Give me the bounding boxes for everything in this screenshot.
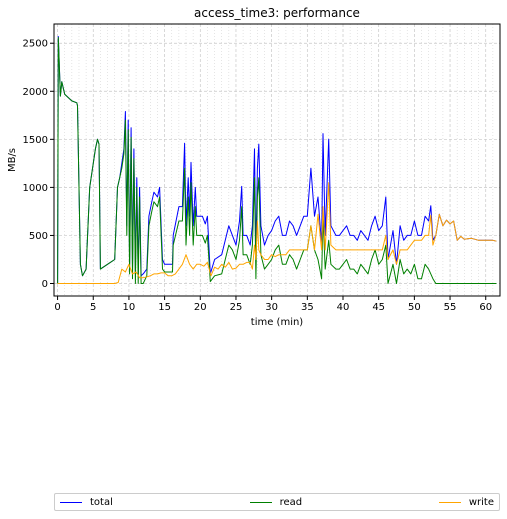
legend-label-total: total xyxy=(90,496,113,508)
chart-title: access_time3: performance xyxy=(194,6,360,20)
series-layer xyxy=(57,36,497,284)
x-tick-label: 55 xyxy=(444,302,457,313)
y-tick-label: 2500 xyxy=(23,39,48,50)
x-tick-label: 5 xyxy=(90,302,96,313)
x-axis-label: time (min) xyxy=(251,317,304,328)
legend-item-total: total xyxy=(60,497,113,508)
plot-area-frame xyxy=(53,23,501,297)
legend-item-write: write xyxy=(438,496,494,508)
x-tick-label: 20 xyxy=(194,302,207,313)
x-tick-label: 50 xyxy=(408,302,421,313)
x-tick-label: 45 xyxy=(372,302,385,313)
y-tick-label: 2000 xyxy=(23,87,48,98)
x-tick-label: 0 xyxy=(54,302,60,313)
x-axis-ticks: 0 5 10 15 20 25 30 35 40 45 50 55 60 xyxy=(54,296,492,313)
y-axis-label: MB/s xyxy=(7,148,18,172)
series-line-write xyxy=(57,182,497,284)
legend-swatch-total xyxy=(60,501,82,503)
x-tick-label: 10 xyxy=(123,302,136,313)
x-tick-label: 30 xyxy=(265,302,278,313)
x-tick-label: 15 xyxy=(158,302,171,313)
legend-label-read: read xyxy=(279,496,303,508)
x-tick-label: 60 xyxy=(479,302,492,313)
legend-item-read: read xyxy=(249,496,303,508)
performance-chart: access_time3: performance 0 5 10 15 20 25 30 35… xyxy=(7,6,501,328)
x-tick-label: 40 xyxy=(337,302,350,313)
y-tick-label: 500 xyxy=(29,231,48,242)
y-tick-label: 0 xyxy=(42,279,48,290)
y-tick-label: 1000 xyxy=(23,183,48,194)
x-tick-label: 35 xyxy=(301,302,314,313)
chart-legend: total read write xyxy=(54,493,500,511)
series-line-read xyxy=(57,37,497,284)
legend-swatch-read xyxy=(249,501,272,503)
legend-label-write: write xyxy=(468,496,494,508)
y-axis-ticks: 0 500 1000 1500 2000 2500 xyxy=(23,39,54,290)
legend-swatch-write xyxy=(438,501,461,503)
x-tick-label: 25 xyxy=(230,302,243,313)
y-tick-label: 1500 xyxy=(23,135,48,146)
